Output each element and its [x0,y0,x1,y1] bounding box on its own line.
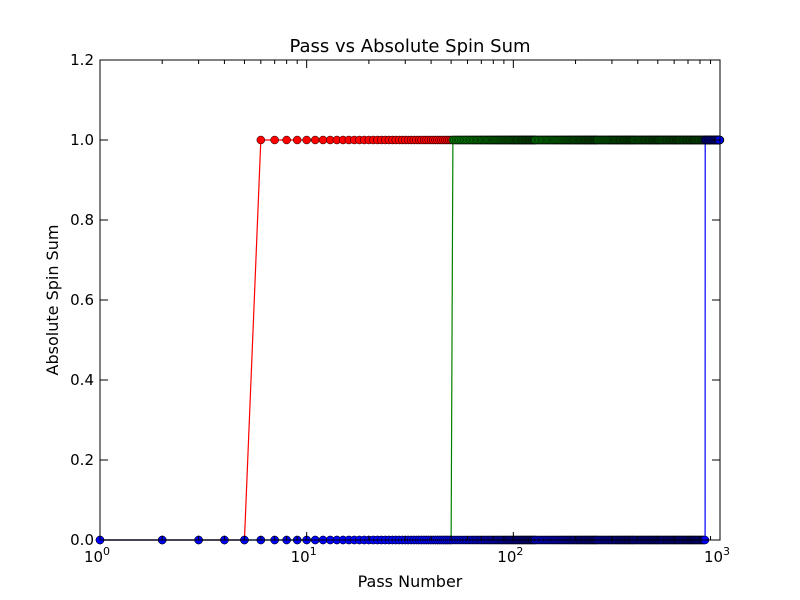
series-0-point [256,135,266,145]
x-axis-label: Pass Number [358,572,463,591]
series-0-point [270,135,279,145]
x-tick-label: 103 [704,545,730,566]
y-tick-label: 0.4 [70,371,94,389]
y-tick-label: 0.0 [70,531,94,549]
y-tick-label: 0.6 [70,291,94,309]
series-0-point [310,135,320,145]
series-0-point [318,135,328,145]
y-tick-label: 1.0 [70,131,94,149]
x-tick-label: 101 [291,545,317,566]
series-0-point [302,135,311,145]
x-tick-label: 102 [497,545,523,566]
y-tick-label: 0.2 [70,451,94,469]
series-0-point [292,135,302,145]
plot-marks [95,135,725,545]
x-tick-label: 100 [84,545,110,566]
y-tick-label: 0.8 [70,211,94,229]
series-0-point [282,135,291,145]
axes: 100 101 102 103 0.0 0.2 0.4 0.6 0.8 1.0 1.2 [70,51,730,566]
chart-title: Pass vs Absolute Spin Sum [289,36,530,57]
y-axis-label: Absolute Spin Sum [43,225,62,376]
y-tick-label: 1.2 [70,51,94,69]
